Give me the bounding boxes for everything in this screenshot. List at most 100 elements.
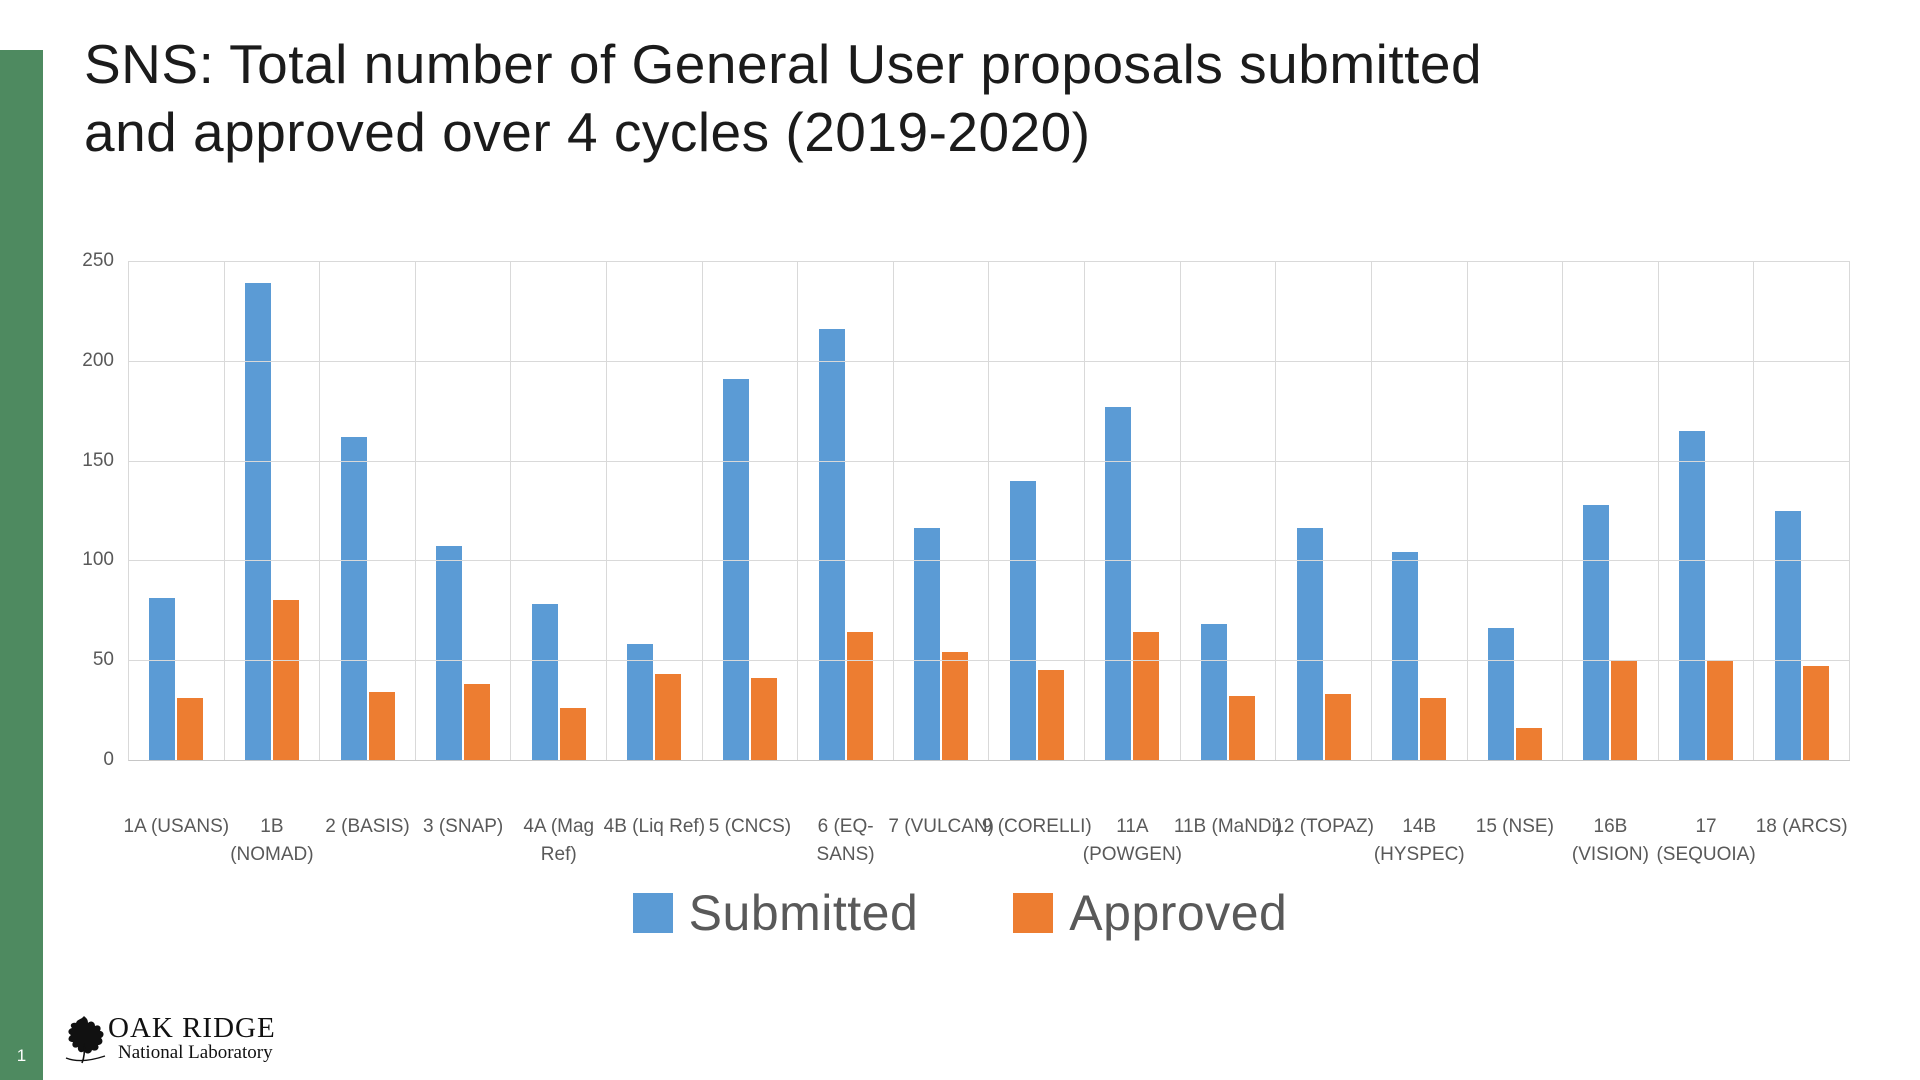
y-axis-tick-200: 200 xyxy=(82,349,114,371)
bar-submitted xyxy=(149,598,176,760)
y-axis-tick-50: 50 xyxy=(92,649,114,671)
category-cell: 7 (VULCAN) xyxy=(888,261,994,837)
bar-submitted xyxy=(531,604,558,760)
bar-approved xyxy=(559,708,586,760)
bar-submitted xyxy=(1296,528,1323,760)
x-axis-label: 1B (NOMAD) xyxy=(230,816,314,865)
legend-item-approved: Approved xyxy=(1013,884,1287,942)
bar-group xyxy=(703,261,798,760)
category-cell: 4B (Liq Ref) xyxy=(604,261,705,837)
category-cell: 6 (EQ-SANS) xyxy=(798,261,894,865)
bar-approved xyxy=(1802,666,1829,760)
bar-group xyxy=(989,261,1084,760)
legend-swatch-approved xyxy=(1013,893,1054,933)
legend-label-approved: Approved xyxy=(1069,885,1288,941)
bar-group xyxy=(1563,261,1658,760)
oak-ridge-logo: OAK RIDGE National Laboratory xyxy=(64,1014,276,1064)
x-axis-label: 3 (SNAP) xyxy=(423,816,504,837)
bar-group xyxy=(1276,261,1371,760)
bar-approved xyxy=(464,684,491,760)
x-axis-label: 14B (HYSPEC) xyxy=(1373,816,1465,865)
y-axis-tick-100: 100 xyxy=(82,549,114,571)
bar-group xyxy=(1659,261,1754,760)
bar-group xyxy=(511,261,606,760)
gridline-y-250 xyxy=(129,261,1850,262)
x-axis-label: 11B (MaNDi) xyxy=(1173,816,1283,837)
bar-group xyxy=(416,261,511,760)
legend-swatch-submitted xyxy=(632,893,673,933)
bar-approved xyxy=(1420,698,1447,760)
bar-submitted xyxy=(1487,628,1514,760)
bar-submitted xyxy=(818,328,845,760)
legend-item-submitted: Submitted xyxy=(632,884,919,942)
bar-group xyxy=(1372,261,1467,760)
plot-area: 1A (USANS) 1B (NOMAD) 2 (BASIS) 3 (SNAP) 4A … xyxy=(124,261,1850,865)
legend-label-submitted: Submitted xyxy=(688,885,919,941)
x-axis-label: 1A (USANS) xyxy=(123,816,230,837)
bar-approved xyxy=(942,652,969,760)
x-axis-label: 4A (Mag Ref) xyxy=(523,816,595,865)
bar-approved xyxy=(1611,660,1638,760)
logo-name: OAK RIDGE xyxy=(108,1012,276,1044)
bar-chart: 1A (USANS) 1B (NOMAD) 2 (BASIS) 3 (SNAP) 4A … xyxy=(82,250,1850,865)
category-cell: 4A (Mag Ref) xyxy=(511,261,608,865)
gridline-y-150 xyxy=(129,460,1850,462)
x-axis-label: 11A (POWGEN) xyxy=(1082,816,1182,865)
category-cell: 1B (NOMAD) xyxy=(225,261,321,865)
category-cell: 12 (TOPAZ) xyxy=(1273,261,1374,837)
bar-submitted xyxy=(627,644,654,760)
bar-submitted xyxy=(1392,552,1419,760)
bar-group xyxy=(798,261,893,760)
bar-submitted xyxy=(1679,430,1706,760)
x-axis-label: 16B (VISION) xyxy=(1571,816,1649,865)
category-cell: 14B (HYSPEC) xyxy=(1372,261,1468,865)
bar-group xyxy=(1754,261,1849,760)
bar-group xyxy=(320,261,415,760)
x-axis-label: 12 (TOPAZ) xyxy=(1273,816,1374,837)
bar-approved xyxy=(272,600,299,760)
bar-submitted xyxy=(1105,406,1132,760)
category-cell: 11A (POWGEN) xyxy=(1083,261,1182,865)
x-axis-label: 2 (BASIS) xyxy=(325,816,410,837)
bar-group xyxy=(225,261,320,760)
category-cell: 18 (ARCS) xyxy=(1754,261,1850,837)
bar-approved xyxy=(177,698,204,760)
category-cell: 3 (SNAP) xyxy=(416,261,512,837)
bar-approved xyxy=(1133,632,1160,760)
bar-group xyxy=(1468,261,1563,760)
bar-approved xyxy=(1229,696,1255,760)
x-axis-label: 6 (EQ-SANS) xyxy=(816,816,875,865)
bar-submitted xyxy=(244,282,271,760)
bar-submitted xyxy=(436,546,463,760)
y-axis-tick-0: 0 xyxy=(103,749,114,770)
bar-submitted xyxy=(1201,624,1227,760)
oak-leaf-icon xyxy=(65,1016,106,1064)
x-axis-label: 15 (NSE) xyxy=(1475,816,1554,837)
category-cell: 15 (NSE) xyxy=(1468,261,1564,837)
bar-group xyxy=(894,261,989,760)
bar-approved xyxy=(368,692,395,760)
x-axis-label: 4B (Liq Ref) xyxy=(603,816,706,837)
x-axis-label: 17 (SEQUOIA) xyxy=(1656,816,1756,865)
bar-approved xyxy=(1515,728,1542,760)
slide-title: SNS: Total number of General User propos… xyxy=(84,30,1844,166)
bar-group xyxy=(607,261,702,760)
category-cell: 5 (CNCS) xyxy=(703,261,799,837)
x-axis-label: 7 (VULCAN) xyxy=(888,816,994,837)
slide-title-line-1: SNS: Total number of General User propos… xyxy=(84,33,1483,95)
bar-approved xyxy=(846,632,873,760)
bar-group xyxy=(1181,261,1276,760)
bar-approved xyxy=(1037,670,1064,760)
chart-legend: Submitted Approved xyxy=(0,884,1920,942)
category-cell: 1A (USANS) xyxy=(124,261,229,837)
bar-submitted xyxy=(914,528,941,760)
y-axis-tick-150: 150 xyxy=(82,449,114,471)
oak-ridge-logo-text: OAK RIDGE National Laboratory xyxy=(108,1014,276,1063)
bar-submitted xyxy=(340,436,367,760)
bar-submitted xyxy=(1583,504,1610,760)
bar-approved xyxy=(1324,694,1351,760)
page-number: 1 xyxy=(16,1046,27,1065)
bar-approved xyxy=(1707,660,1734,760)
bar-group xyxy=(1085,261,1180,760)
x-axis-label: 9 (CORELLI) xyxy=(981,816,1092,837)
